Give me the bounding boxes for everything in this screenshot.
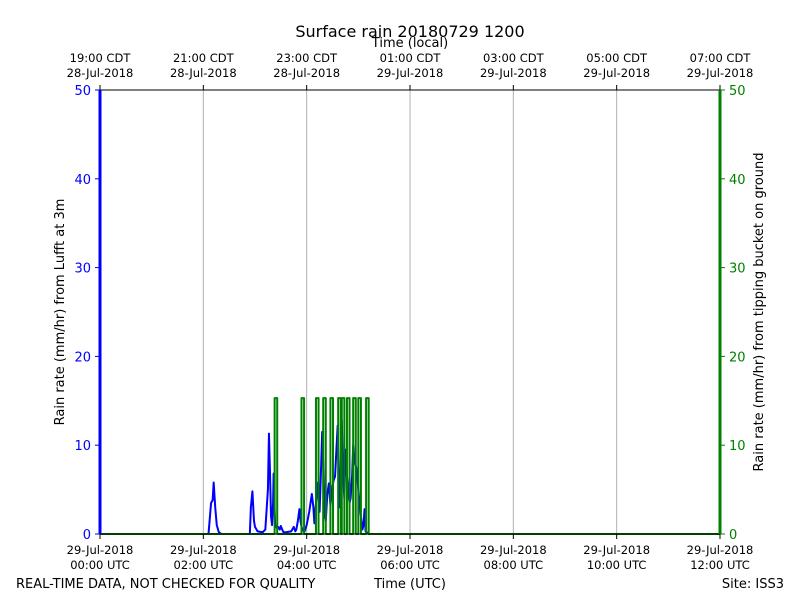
x-bottom-tick-date: 29-Jul-2018 [583,543,650,557]
x-bottom-tick-date: 29-Jul-2018 [273,543,340,557]
x-bottom-tick-time: 02:00 UTC [174,558,234,572]
x-top-tick-time: 03:00 CDT [483,51,545,65]
x-bottom-tick-date: 29-Jul-2018 [170,543,237,557]
y-right-tick-label: 40 [729,173,746,188]
y-axis-right-label: Rain rate (mm/hr) from tipping bucket on… [752,153,767,472]
x-bottom-tick-time: 00:00 UTC [70,558,130,572]
y-left-tick-label: 50 [74,84,91,99]
x-top-tick-time: 05:00 CDT [586,51,648,65]
x-top-tick-date: 29-Jul-2018 [480,66,547,80]
x-top-tick-date: 28-Jul-2018 [170,66,237,80]
x-top-tick-date: 28-Jul-2018 [273,66,340,80]
x-bottom-tick-date: 29-Jul-2018 [377,543,444,557]
x-bottom-tick-time: 10:00 UTC [587,558,647,572]
y-left-tick-label: 10 [74,439,91,454]
x-bottom-tick-date: 29-Jul-2018 [687,543,754,557]
x-bottom-tick-time: 08:00 UTC [484,558,544,572]
y-right-tick-label: 20 [729,350,746,365]
x-bottom-tick-time: 06:00 UTC [380,558,440,572]
x-top-tick-time: 23:00 CDT [276,51,338,65]
x-top-tick-time: 21:00 CDT [173,51,235,65]
x-bottom-tick-time: 04:00 UTC [277,558,337,572]
x-top-tick-date: 29-Jul-2018 [687,66,754,80]
y-left-tick-label: 20 [74,350,91,365]
quality-disclaimer: REAL-TIME DATA, NOT CHECKED FOR QUALITY [16,577,315,592]
x-bottom-tick-time: 12:00 UTC [690,558,750,572]
y-right-tick-label: 50 [729,84,746,99]
x-top-tick-date: 29-Jul-2018 [583,66,650,80]
top-axis-label: Time (local) [371,36,448,51]
site-label: Site: ISS3 [722,577,784,592]
x-top-tick-time: 01:00 CDT [380,51,442,65]
x-bottom-tick-date: 29-Jul-2018 [67,543,134,557]
y-axis-left-label: Rain rate (mm/hr) from Lufft at 3m [53,199,68,426]
chart-title: Surface rain 20180729 1200 [295,22,524,41]
y-left-tick-label: 0 [83,528,91,543]
y-right-tick-label: 0 [729,528,737,543]
x-axis-label: Time (UTC) [373,577,446,592]
y-right-tick-label: 30 [729,262,746,277]
x-top-tick-time: 07:00 CDT [690,51,752,65]
y-right-tick-label: 10 [729,439,746,454]
x-bottom-tick-date: 29-Jul-2018 [480,543,547,557]
y-left-tick-label: 40 [74,173,91,188]
x-top-tick-date: 29-Jul-2018 [377,66,444,80]
bucket-rain-series [100,397,720,535]
x-top-tick-date: 28-Jul-2018 [67,66,134,80]
y-left-tick-label: 30 [74,262,91,277]
x-top-tick-time: 19:00 CDT [70,51,132,65]
